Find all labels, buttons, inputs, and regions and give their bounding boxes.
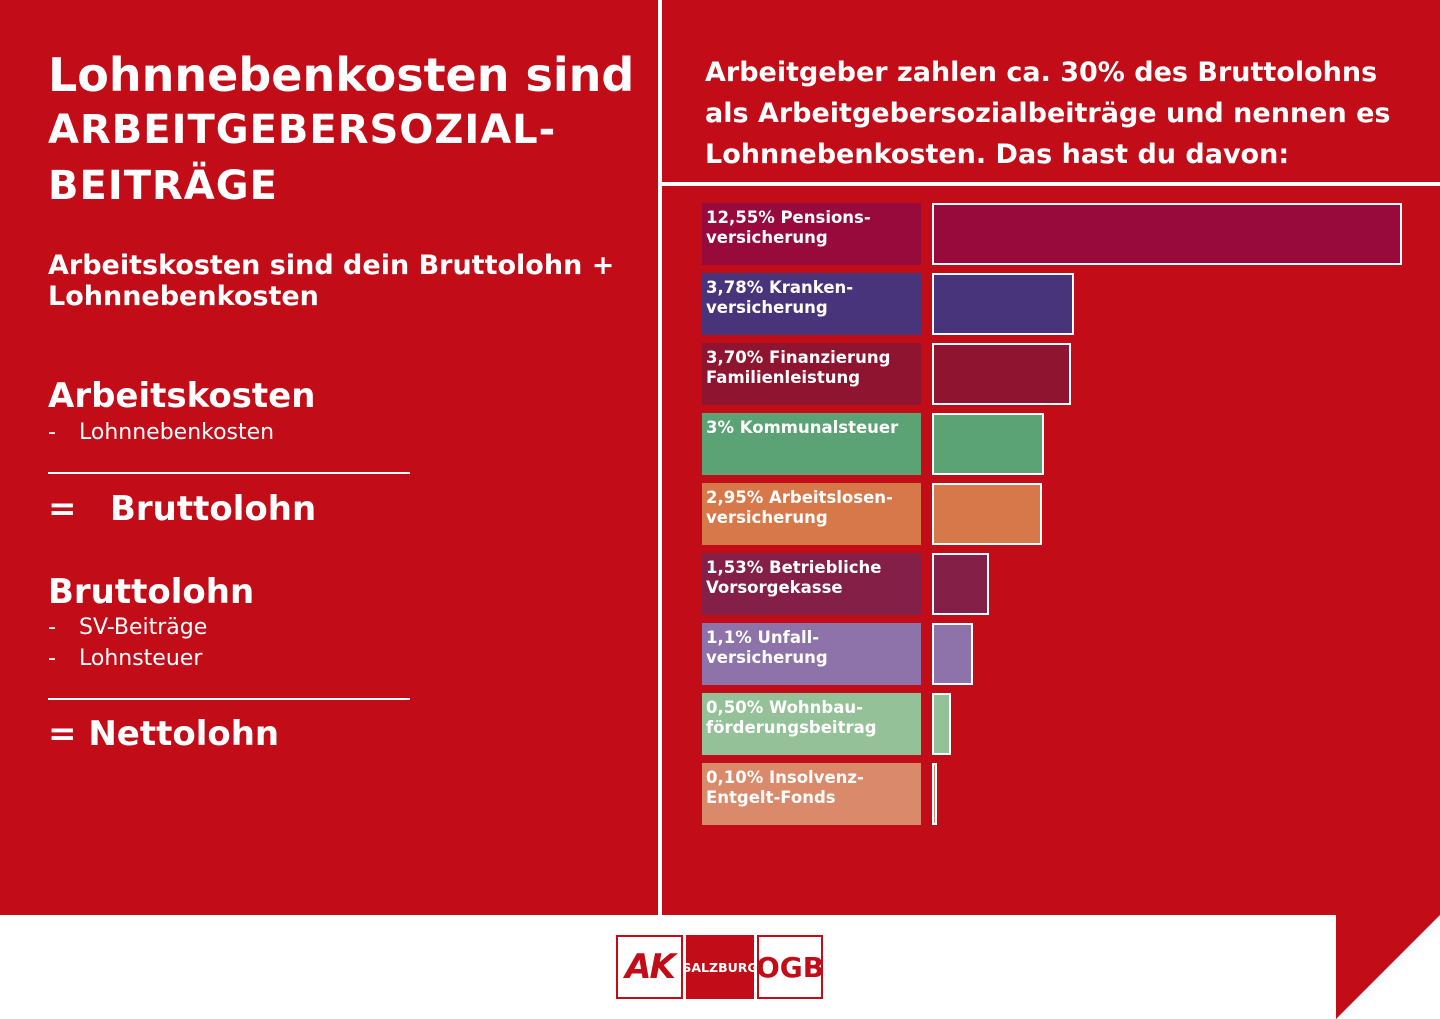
bar-label-3: 3% Kommunalsteuer	[702, 413, 921, 475]
formula-rule-1	[48, 472, 410, 474]
heading-line-1: Arbeitgeber zahlen ca. 30% des Bruttoloh…	[705, 57, 1378, 88]
result-text: Bruttolohn	[110, 489, 317, 529]
bar-label-line: 1,1% Unfall-	[706, 628, 820, 647]
subtitle: Arbeitskosten sind dein Bruttolohn + Loh…	[48, 250, 638, 312]
formula-arbeitskosten-head: Arbeitskosten	[48, 376, 316, 416]
ak-logo: AK	[616, 935, 683, 999]
formula-item-lohnnebenkosten: - Lohnnebenkosten	[48, 420, 274, 445]
formula-rule-2	[48, 698, 410, 700]
title-line-2: ARBEITGEBERSOZIAL-	[48, 107, 557, 153]
subtitle-line-2: Lohnnebenkosten	[48, 281, 319, 312]
bar-label-line: versicherung	[706, 298, 828, 317]
bar-0	[932, 203, 1402, 265]
bar-label-line: förderungsbeitrag	[706, 718, 877, 737]
bar-label-line: 0,50% Wohnbau-	[706, 698, 863, 717]
bar-label-7: 0,50% Wohnbau-förderungsbeitrag	[702, 693, 921, 755]
chart-heading: Arbeitgeber zahlen ca. 30% des Bruttoloh…	[705, 52, 1415, 175]
bar-label-line: 3% Kommunalsteuer	[706, 418, 899, 437]
bar-2	[932, 343, 1071, 405]
bar-label-line: 3,78% Kranken-	[706, 278, 854, 297]
bar-label-4: 2,95% Arbeitslosen-versicherung	[702, 483, 921, 545]
ogb-logo: OGB	[756, 935, 824, 999]
bar-8	[932, 763, 937, 825]
bar-label-line: 2,95% Arbeitslosen-	[706, 488, 893, 507]
page-title: Lohnnebenkosten sind ARBEITGEBERSOZIAL- …	[48, 48, 648, 214]
bar-label-line: Vorsorgekasse	[706, 578, 843, 597]
salzburg-logo: SALZBURG	[682, 935, 758, 999]
bar-label-line: 0,10% Insolvenz-	[706, 768, 864, 787]
heading-line-2: als Arbeitgebersozialbeiträge und nennen…	[705, 98, 1391, 129]
formula-item-sv-beitraege: - SV-Beiträge	[48, 615, 207, 640]
horizontal-divider	[662, 182, 1440, 186]
title-line-3: BEITRÄGE	[48, 163, 278, 209]
equals-sign: =	[48, 489, 77, 529]
item-text: SV-Beiträge	[79, 615, 208, 640]
bar-label-line: 12,55% Pensions-	[706, 208, 871, 227]
bar-7	[932, 693, 951, 755]
dash: -	[48, 646, 56, 671]
bar-label-line: 3,70% Finanzierung	[706, 348, 891, 367]
bar-6	[932, 623, 974, 685]
corner-triangle	[1336, 915, 1440, 1019]
subtitle-line-1: Arbeitskosten sind dein Bruttolohn +	[48, 250, 615, 281]
bar-5	[932, 553, 990, 615]
dash: -	[48, 615, 56, 640]
bar-label-5: 1,53% Betriebliche Vorsorgekasse	[702, 553, 921, 615]
item-text: Lohnsteuer	[79, 646, 203, 671]
bar-label-line: versicherung	[706, 508, 828, 527]
title-line-1: Lohnnebenkosten sind	[48, 48, 635, 102]
heading-line-3: Lohnnebenkosten. Das hast du davon:	[705, 139, 1290, 170]
bar-label-2: 3,70% Finanzierung Familienleistung	[702, 343, 921, 405]
formula-result-nettolohn: = Nettolohn	[48, 714, 280, 754]
bar-label-0: 12,55% Pensions-versicherung	[702, 203, 921, 265]
bar-label-line: Familienleistung	[706, 368, 861, 387]
bar-label-8: 0,10% Insolvenz- Entgelt-Fonds	[702, 763, 921, 825]
bar-label-line: versicherung	[706, 648, 828, 667]
vertical-divider	[658, 0, 662, 915]
bar-label-1: 3,78% Kranken-versicherung	[702, 273, 921, 335]
bar-label-line: versicherung	[706, 228, 828, 247]
formula-bruttolohn-head: Bruttolohn	[48, 572, 255, 612]
formula-item-lohnsteuer: - Lohnsteuer	[48, 646, 202, 671]
bar-label-6: 1,1% Unfall-versicherung	[702, 623, 921, 685]
bar-1	[932, 273, 1074, 335]
bar-3	[932, 413, 1045, 475]
bar-label-line: 1,53% Betriebliche	[706, 558, 882, 577]
bar-label-line: Entgelt-Fonds	[706, 788, 836, 807]
bar-4	[932, 483, 1043, 545]
dash: -	[48, 420, 56, 445]
item-text: Lohnnebenkosten	[79, 420, 275, 445]
formula-result-bruttolohn: = Bruttolohn	[48, 489, 316, 529]
